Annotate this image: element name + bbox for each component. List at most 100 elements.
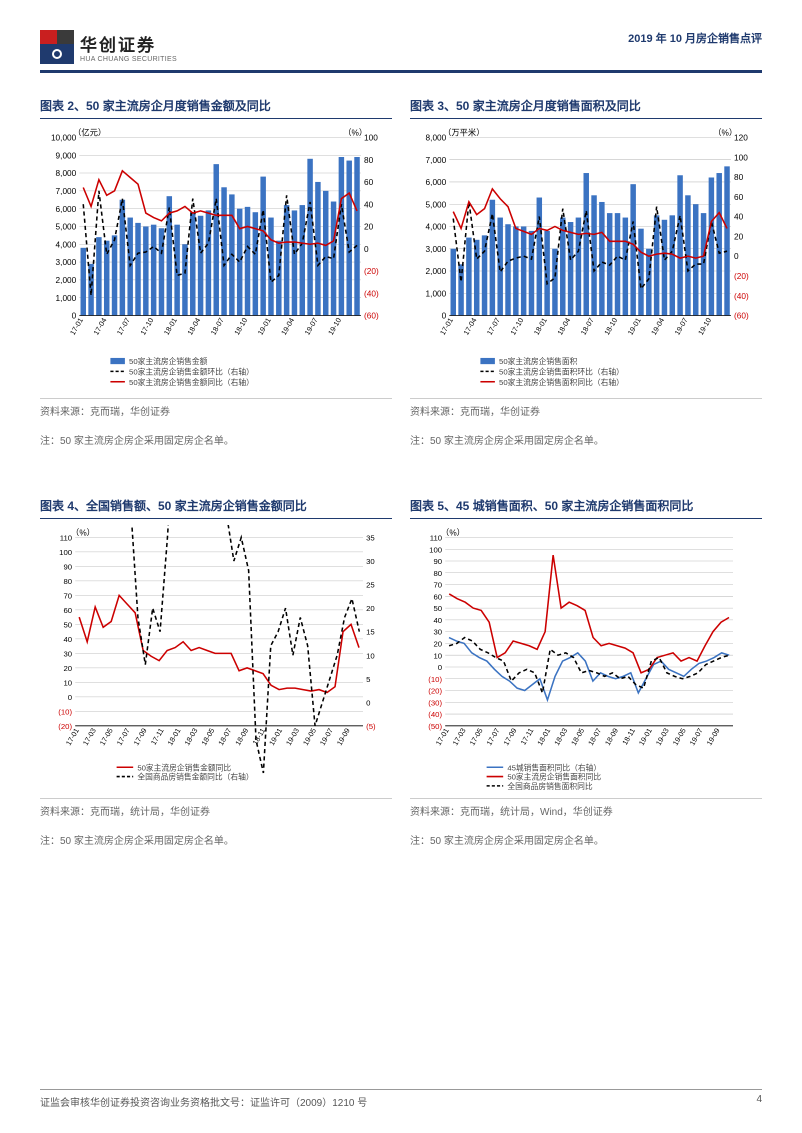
chart-4: 图表 4、全国销售额、50 家主流房企销售金额同比 (20)(10)010203… <box>40 497 392 847</box>
svg-text:19-04: 19-04 <box>649 316 666 337</box>
svg-text:80: 80 <box>734 173 744 182</box>
svg-text:60: 60 <box>63 606 72 615</box>
svg-text:17-03: 17-03 <box>81 727 98 748</box>
svg-text:(5): (5) <box>366 722 376 731</box>
svg-text:70: 70 <box>433 581 442 590</box>
svg-text:18-03: 18-03 <box>552 727 569 748</box>
svg-text:17-04: 17-04 <box>461 316 478 337</box>
chart-2-svg: 01,0002,0003,0004,0005,0006,0007,0008,00… <box>40 125 392 394</box>
svg-text:100: 100 <box>429 545 442 554</box>
svg-text:(60): (60) <box>734 312 749 321</box>
svg-text:18-04: 18-04 <box>555 316 572 337</box>
svg-text:20: 20 <box>364 223 374 232</box>
svg-text:5,000: 5,000 <box>426 200 447 209</box>
chart-3-title: 图表 3、50 家主流房企月度销售面积及同比 <box>410 97 762 119</box>
svg-text:(40): (40) <box>364 289 379 298</box>
svg-text:17-09: 17-09 <box>501 727 518 748</box>
svg-text:40: 40 <box>364 200 374 209</box>
chart-3: 图表 3、50 家主流房企月度销售面积及同比 01,0002,0003,0004… <box>410 97 762 447</box>
svg-text:17-05: 17-05 <box>98 727 115 748</box>
svg-text:17-07: 17-07 <box>115 727 132 748</box>
svg-text:17-03: 17-03 <box>451 727 468 748</box>
svg-text:17-04: 17-04 <box>91 316 108 337</box>
svg-text:18-09: 18-09 <box>233 727 250 748</box>
svg-text:18-04: 18-04 <box>185 316 202 337</box>
svg-text:0: 0 <box>68 693 72 702</box>
svg-text:18-05: 18-05 <box>569 727 586 748</box>
svg-text:17-01: 17-01 <box>438 316 455 337</box>
chart-5-source: 资料来源：克而瑞，统计局，Wind，华创证券 <box>410 798 762 818</box>
svg-text:19-07: 19-07 <box>318 727 335 748</box>
svg-text:18-01: 18-01 <box>535 727 552 748</box>
svg-text:50家主流房企销售金额环比（右轴）: 50家主流房企销售金额环比（右轴） <box>129 367 254 377</box>
svg-text:（万平米）: （万平米） <box>443 127 484 137</box>
svg-text:70: 70 <box>63 592 72 601</box>
svg-text:4,000: 4,000 <box>426 223 447 232</box>
svg-text:50家主流房企销售面积同比: 50家主流房企销售面积同比 <box>507 772 601 782</box>
svg-text:(60): (60) <box>364 312 379 321</box>
svg-text:(10): (10) <box>428 675 442 684</box>
svg-text:19-05: 19-05 <box>301 727 318 748</box>
svg-text:30: 30 <box>366 557 375 566</box>
svg-text:19-04: 19-04 <box>279 316 296 337</box>
svg-text:20: 20 <box>366 604 375 613</box>
footer-left: 证监会审核华创证券投资咨询业务资格批文号：证监许可（2009）1210 号 <box>40 1094 367 1109</box>
svg-text:90: 90 <box>433 557 442 566</box>
svg-text:19-01: 19-01 <box>256 316 273 337</box>
svg-text:19-07: 19-07 <box>303 316 320 337</box>
svg-text:50家主流房企销售金额同比（右轴）: 50家主流房企销售金额同比（右轴） <box>129 377 254 387</box>
svg-text:19-07: 19-07 <box>688 727 705 748</box>
svg-text:8,000: 8,000 <box>56 169 77 178</box>
svg-text:(30): (30) <box>428 699 442 708</box>
svg-text:30: 30 <box>63 650 72 659</box>
svg-text:15: 15 <box>366 628 375 637</box>
svg-text:40: 40 <box>433 616 442 625</box>
svg-text:80: 80 <box>63 577 72 586</box>
svg-text:60: 60 <box>734 193 744 202</box>
svg-text:50家主流房企销售金额: 50家主流房企销售金额 <box>129 356 208 366</box>
svg-text:18-10: 18-10 <box>602 316 619 337</box>
svg-text:60: 60 <box>364 178 374 187</box>
svg-text:19-03: 19-03 <box>284 727 301 748</box>
svg-text:2,000: 2,000 <box>426 267 447 276</box>
svg-text:1,000: 1,000 <box>426 289 447 298</box>
svg-text:（%）: （%） <box>441 529 465 538</box>
page-header: 华创证券 HUA CHUANG SECURITIES 2019 年 10 月房企… <box>40 30 762 73</box>
svg-text:9,000: 9,000 <box>56 151 77 160</box>
svg-text:30: 30 <box>433 628 442 637</box>
svg-text:60: 60 <box>433 593 442 602</box>
svg-text:17-10: 17-10 <box>508 316 525 337</box>
svg-text:18-01: 18-01 <box>165 727 182 748</box>
chart-5-title: 图表 5、45 城销售面积、50 家主流房企销售面积同比 <box>410 497 762 519</box>
svg-text:18-07: 18-07 <box>579 316 596 337</box>
svg-text:45城销售面积同比（右轴）: 45城销售面积同比（右轴） <box>507 763 601 773</box>
logo-text-en: HUA CHUANG SECURITIES <box>80 56 177 63</box>
svg-text:19-05: 19-05 <box>671 727 688 748</box>
chart-2-title: 图表 2、50 家主流房企月度销售金额及同比 <box>40 97 392 119</box>
svg-text:18-07: 18-07 <box>216 727 233 748</box>
svg-text:2,000: 2,000 <box>56 276 77 285</box>
svg-text:全国商品房销售金额同比（右轴）: 全国商品房销售金额同比（右轴） <box>137 772 253 782</box>
svg-text:(20): (20) <box>428 687 442 696</box>
svg-text:19-09: 19-09 <box>335 727 352 748</box>
chart-2-note: 注：50 家主流房企房企采用固定房企名单。 <box>40 432 392 447</box>
svg-text:19-10: 19-10 <box>696 316 713 337</box>
svg-text:18-01: 18-01 <box>532 316 549 337</box>
svg-text:17-07: 17-07 <box>484 727 501 748</box>
svg-text:19-09: 19-09 <box>705 727 722 748</box>
svg-text:10: 10 <box>63 679 72 688</box>
svg-text:(40): (40) <box>734 292 749 301</box>
chart-4-svg: (20)(10)0102030405060708090100110(5)0510… <box>40 525 392 794</box>
svg-text:（亿元）: （亿元） <box>73 127 106 137</box>
svg-text:19-01: 19-01 <box>267 727 284 748</box>
svg-text:10: 10 <box>433 651 442 660</box>
svg-text:17-11: 17-11 <box>519 727 536 747</box>
svg-text:90: 90 <box>63 563 72 572</box>
svg-text:4,000: 4,000 <box>56 240 77 249</box>
svg-text:10: 10 <box>366 651 375 660</box>
svg-text:18-05: 18-05 <box>199 727 216 748</box>
svg-text:（%）: （%） <box>343 128 367 137</box>
chart-5-svg: (50)(40)(30)(20)(10)01020304050607080901… <box>410 525 762 794</box>
chart-5: 图表 5、45 城销售面积、50 家主流房企销售面积同比 (50)(40)(30… <box>410 497 762 847</box>
svg-text:40: 40 <box>734 213 744 222</box>
